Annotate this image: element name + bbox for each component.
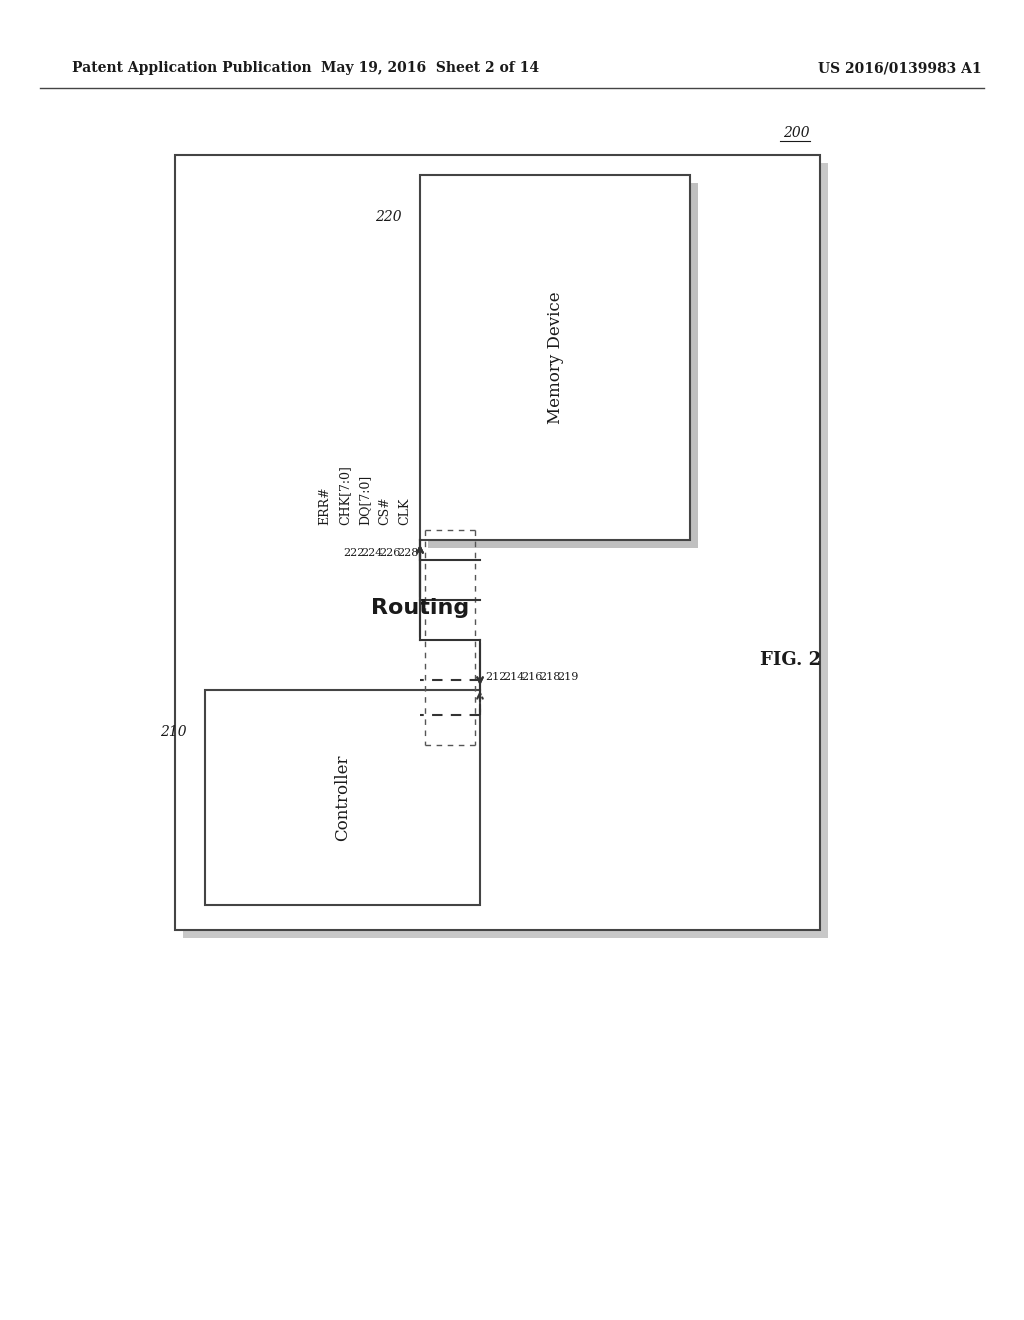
Text: CHK[7:0]: CHK[7:0] <box>339 465 351 525</box>
Text: 228: 228 <box>397 548 419 558</box>
Bar <box>420 176 690 540</box>
Text: 224: 224 <box>361 548 382 558</box>
Bar <box>175 154 820 931</box>
Bar <box>183 162 828 939</box>
Text: Patent Application Publication: Patent Application Publication <box>72 61 311 75</box>
Text: Memory Device: Memory Device <box>547 292 563 424</box>
Text: CLK: CLK <box>398 498 412 525</box>
Bar <box>428 183 698 548</box>
Text: DQ[7:0]: DQ[7:0] <box>358 475 372 525</box>
Text: 212: 212 <box>485 672 507 682</box>
Text: Controller: Controller <box>334 754 351 841</box>
Text: 216: 216 <box>521 672 543 682</box>
Text: ERR#: ERR# <box>318 486 332 525</box>
Text: 214: 214 <box>503 672 524 682</box>
Text: May 19, 2016  Sheet 2 of 14: May 19, 2016 Sheet 2 of 14 <box>321 61 539 75</box>
Text: CS#: CS# <box>379 496 391 525</box>
Text: Routing: Routing <box>371 598 469 618</box>
Text: 200: 200 <box>783 125 810 140</box>
Text: 222: 222 <box>343 548 365 558</box>
Text: 226: 226 <box>379 548 400 558</box>
Text: 219: 219 <box>557 672 579 682</box>
Text: 210: 210 <box>161 725 187 739</box>
Text: 220: 220 <box>376 210 402 224</box>
Bar <box>205 690 480 906</box>
Text: FIG. 2: FIG. 2 <box>760 651 821 669</box>
Text: 218: 218 <box>539 672 560 682</box>
Text: US 2016/0139983 A1: US 2016/0139983 A1 <box>818 61 982 75</box>
